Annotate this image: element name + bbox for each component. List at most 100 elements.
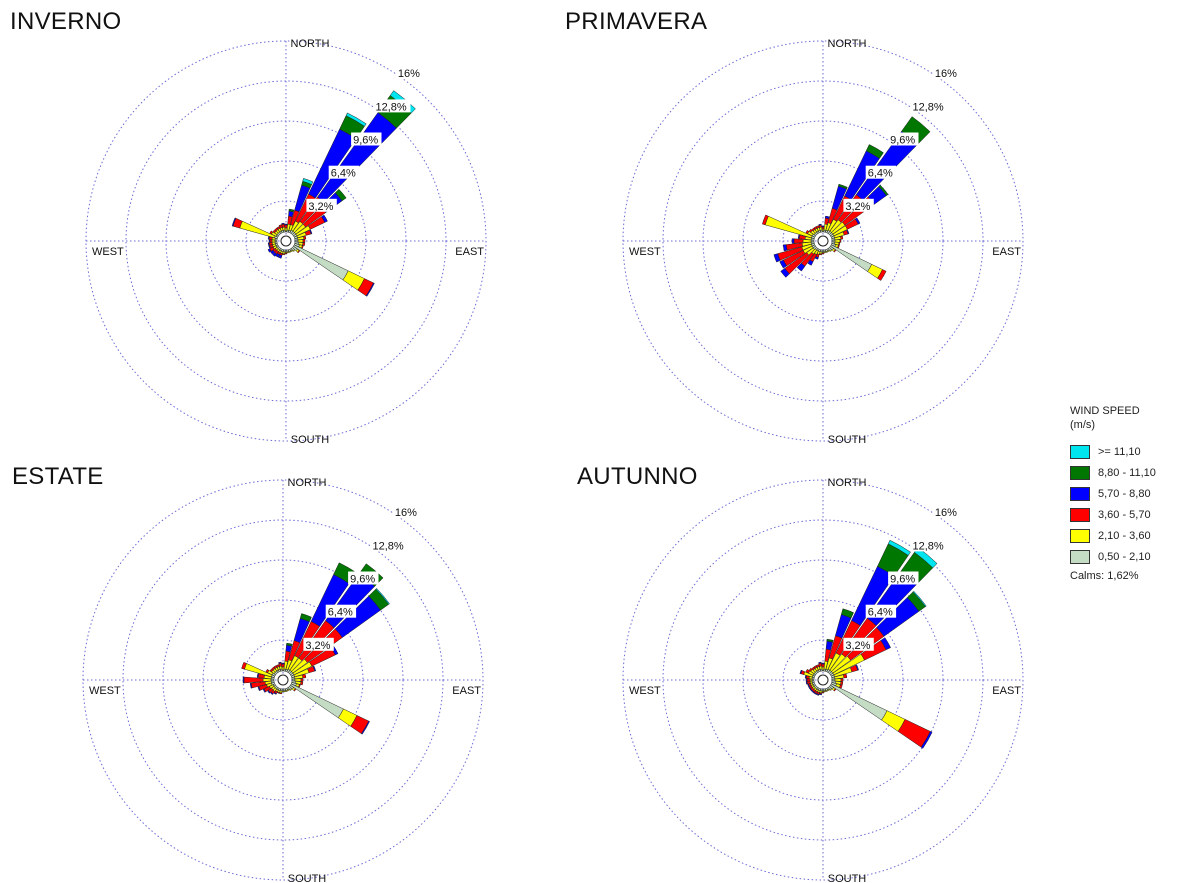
rose-sector [805, 678, 808, 682]
rose-sector [273, 692, 277, 695]
wind-rose-inverno: NORTH EAST SOUTH WEST 3,2% 6,4% 9,6% 12,8% 16% [85, 38, 487, 446]
rose-sector [284, 252, 288, 255]
radial-tick-label: 12,8% [372, 540, 403, 552]
rose-sector [288, 208, 295, 213]
radial-tick-label-bg [932, 505, 957, 519]
rose-sector [284, 249, 288, 253]
rose-sector [807, 683, 810, 687]
rose-sector [805, 681, 808, 685]
rose-sector [780, 268, 790, 278]
rose-sector [287, 688, 291, 692]
rose-sector [302, 673, 307, 679]
calm-circle [817, 674, 829, 686]
calm-circle [280, 235, 292, 247]
rose-sector [818, 661, 822, 664]
rose-sector [818, 223, 822, 226]
rose-sector [880, 637, 891, 651]
rose-sector [262, 688, 267, 693]
rose-sector [286, 642, 293, 647]
radial-tick-label: 6,4% [868, 168, 893, 180]
rose-sector [298, 684, 301, 688]
rose-sector [831, 678, 836, 682]
legend-label: 3,60 - 5,70 [1098, 509, 1151, 521]
rose-sector [270, 691, 274, 695]
rose-sector [831, 239, 836, 243]
rose-sector [267, 690, 271, 694]
radial-tick-label: 16% [935, 507, 957, 519]
rose-sector [805, 668, 811, 674]
radial-tick-label: 12,8% [912, 101, 943, 113]
calm-circle [277, 674, 289, 686]
rose-sector [821, 662, 825, 665]
legend-item: 3,60 - 5,70 [1070, 507, 1185, 523]
rose-sector [813, 692, 817, 695]
rose-sector [796, 262, 806, 272]
rose-sector [877, 269, 887, 281]
rose-sector [269, 239, 273, 243]
rose-sector [299, 613, 312, 623]
rose-sector [281, 222, 285, 225]
legend-swatch [1070, 487, 1090, 501]
radial-tick-label-bg [395, 66, 420, 80]
rose-sector [279, 692, 283, 695]
legend-item: 2,10 - 3,60 [1070, 528, 1185, 544]
legend-label: >= 11,10 [1098, 446, 1141, 458]
rose-sector [833, 249, 837, 253]
rose-sector [267, 248, 272, 253]
rose-sector [782, 244, 788, 252]
rose-sector [290, 249, 294, 253]
compass-label-north: NORTH [291, 38, 330, 50]
legend-title-line1: WIND SPEED [1070, 405, 1140, 417]
rose-sector [827, 249, 831, 253]
compass-label-south: SOUTH [291, 434, 330, 446]
rose-sector [834, 678, 842, 682]
radial-tick-label-bg [888, 132, 919, 146]
rose-sector [309, 229, 313, 235]
radial-tick-label-bg [843, 637, 874, 651]
rose-sector [816, 225, 820, 229]
radial-tick-label: 6,4% [328, 607, 353, 619]
rose-sector [375, 587, 390, 605]
rose-sector [818, 693, 822, 696]
legend-swatch [1070, 550, 1090, 564]
rose-sector [840, 235, 844, 240]
rose-sector [811, 678, 815, 682]
rose-sector [265, 668, 270, 673]
rose-sector [241, 661, 247, 670]
radial-tick-label-bg [351, 132, 382, 146]
rose-sector [816, 664, 820, 668]
rose-sector [300, 681, 304, 686]
rose-sector [285, 644, 293, 653]
rose-sector [286, 251, 290, 254]
rose-sector [292, 249, 296, 252]
rose-sector [793, 238, 804, 244]
rose-sector [281, 662, 285, 665]
compass-label-west: WEST [92, 246, 124, 258]
radial-tick-label-bg [865, 165, 897, 179]
rose-sector [855, 664, 859, 671]
rose-sector [834, 239, 841, 243]
rose-sector [242, 676, 245, 684]
radial-tick-label: 3,2% [305, 640, 330, 652]
radial-tick-label: 12,8% [375, 101, 406, 113]
rose-sector [829, 249, 833, 252]
rose-sector [302, 178, 314, 185]
rose-sector [302, 242, 306, 247]
rose-sector [282, 253, 286, 256]
rose-sector [912, 590, 927, 607]
rose-sector [301, 245, 304, 249]
rose-sector [819, 253, 823, 256]
rose-sector [809, 688, 813, 692]
legend-swatch [1070, 508, 1090, 522]
rose-sector [312, 665, 317, 672]
rose-sector [289, 688, 293, 691]
rose-sector [829, 688, 833, 691]
radial-tick-label: 16% [935, 68, 957, 80]
rose-sector [810, 239, 815, 243]
rose-sector [267, 236, 270, 240]
radial-tick-label: 12,8% [912, 540, 943, 552]
compass-label-east: EAST [455, 246, 484, 258]
legend-label: 2,10 - 3,60 [1098, 530, 1151, 542]
radial-tick-label: 16% [395, 507, 417, 519]
legend-label: 8,80 - 11,10 [1098, 467, 1156, 479]
